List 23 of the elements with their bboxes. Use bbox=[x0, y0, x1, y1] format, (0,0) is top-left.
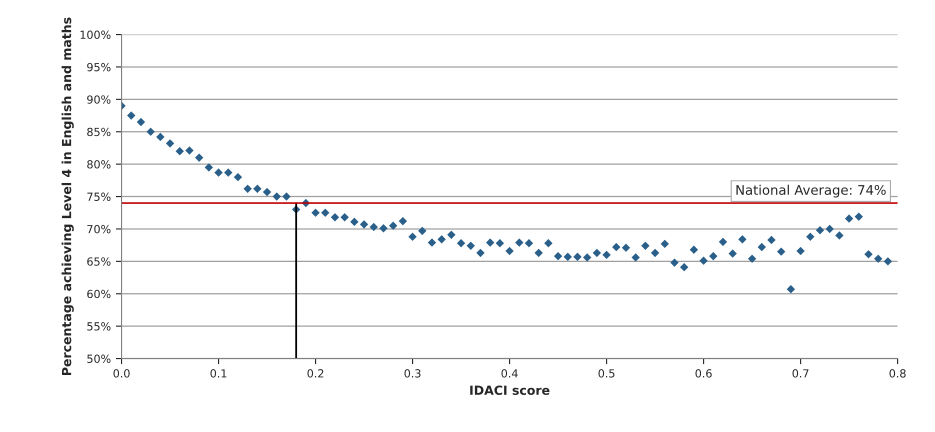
x-tick-label: 0.7 bbox=[792, 369, 808, 378]
y-tick-label: 75% bbox=[87, 192, 111, 201]
x-tick-label: 0.1 bbox=[210, 369, 226, 378]
y-tick-label: 90% bbox=[87, 95, 111, 104]
y-tick-label: 55% bbox=[87, 322, 111, 331]
x-tick-label: 0.2 bbox=[307, 369, 324, 378]
y-tick-label: 80% bbox=[87, 160, 111, 169]
y-tick-label: 95% bbox=[87, 62, 111, 72]
y-tick-label: 100% bbox=[80, 30, 111, 39]
y-axis-title: Percentage achieving Level 4 in English and maths bbox=[62, 18, 74, 376]
x-tick-label: 0.8 bbox=[890, 369, 906, 378]
y-tick-label: 70% bbox=[87, 224, 111, 234]
y-tick-label: 60% bbox=[87, 290, 111, 298]
x-tick-label: 0.3 bbox=[404, 369, 421, 378]
x-tick-label: 0.6 bbox=[695, 369, 712, 378]
x-tick-label: 0.0 bbox=[113, 369, 130, 378]
ref-line-label: National Average: 74% bbox=[736, 184, 886, 198]
x-tick-label: 0.5 bbox=[598, 369, 614, 378]
y-tick-label: 65% bbox=[87, 257, 111, 266]
x-axis-title: IDACI score bbox=[470, 386, 550, 395]
x-tick-label: 0.4 bbox=[501, 369, 518, 378]
y-tick-label: 50% bbox=[87, 354, 111, 363]
y-tick-label: 85% bbox=[87, 128, 111, 136]
